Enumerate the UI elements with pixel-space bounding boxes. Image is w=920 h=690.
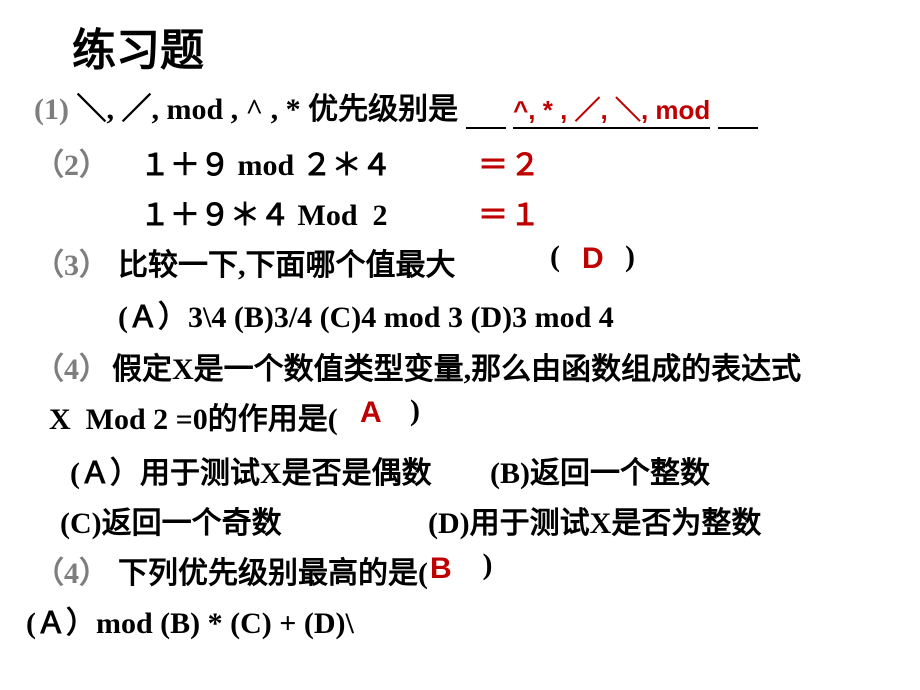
q4-answer: A <box>360 396 382 430</box>
q3-options: (Ａ）3\4 (B)3/4 (C)4 mod 3 (D)3 mod 4 <box>118 292 614 336</box>
q1-line: (1) ＼, ／, mod , ^ , * 优先级别是 ^, * , ／, ＼,… <box>34 84 758 129</box>
q2-expr1-text: １＋９ mod ２＊４ <box>140 149 392 182</box>
q3-paren-open: ( <box>550 240 560 274</box>
q5-label: （4） <box>34 548 109 592</box>
q1-blank-left <box>466 93 506 129</box>
q3-text: 比较一下,下面哪个值最大 <box>118 240 456 284</box>
q3-paren-close: ) <box>625 240 635 274</box>
q4-optA: (Ａ）用于测试X是否是偶数 <box>70 448 432 492</box>
q2-ans2-val: １ <box>510 190 540 234</box>
q1-answer: ^, * , ／, ＼, mod <box>513 90 710 129</box>
q4-label: （4） <box>34 344 109 388</box>
q3-answer: D <box>582 242 604 276</box>
q4-optC: (C)返回一个奇数 <box>60 498 282 542</box>
q2-ans2-eq: ＝ <box>478 190 508 234</box>
q2-expr1: １＋９ mod ２＊４ <box>140 140 392 184</box>
q4-optB: (B)返回一个整数 <box>490 448 710 492</box>
q3-label: （3） <box>34 240 109 284</box>
q1-text: ＼, ／, mod , ^ , * 优先级别是 <box>76 93 458 126</box>
q5-answer: B <box>430 552 452 586</box>
q5-text: 下列优先级别最高的是( <box>118 548 428 592</box>
q4-text1: 假定X是一个数值类型变量,那么由函数组成的表达式 <box>112 344 801 388</box>
q2-expr2: １＋９＊４ Mod 2 <box>140 190 388 234</box>
page-title: 练习题 <box>72 14 204 78</box>
q1-blank-right <box>718 93 758 129</box>
q2-label: （2） <box>34 140 109 184</box>
q4-text2: X Mod 2 =0的作用是( <box>34 394 338 438</box>
q2-expr2-text: １＋９＊４ Mod 2 <box>140 199 388 232</box>
q2-ans1-eq: ＝ <box>478 140 508 184</box>
q4-optD: (D)用于测试X是否为整数 <box>428 498 761 542</box>
q2-ans1-val: ２ <box>510 140 540 184</box>
q5-text-post: ) <box>460 548 493 582</box>
q4-text2-post: ) <box>395 394 420 428</box>
q5-options: (Ａ）mod (B) * (C) + (D)\ <box>26 598 354 642</box>
q1-prefix: (1) <box>34 93 76 126</box>
